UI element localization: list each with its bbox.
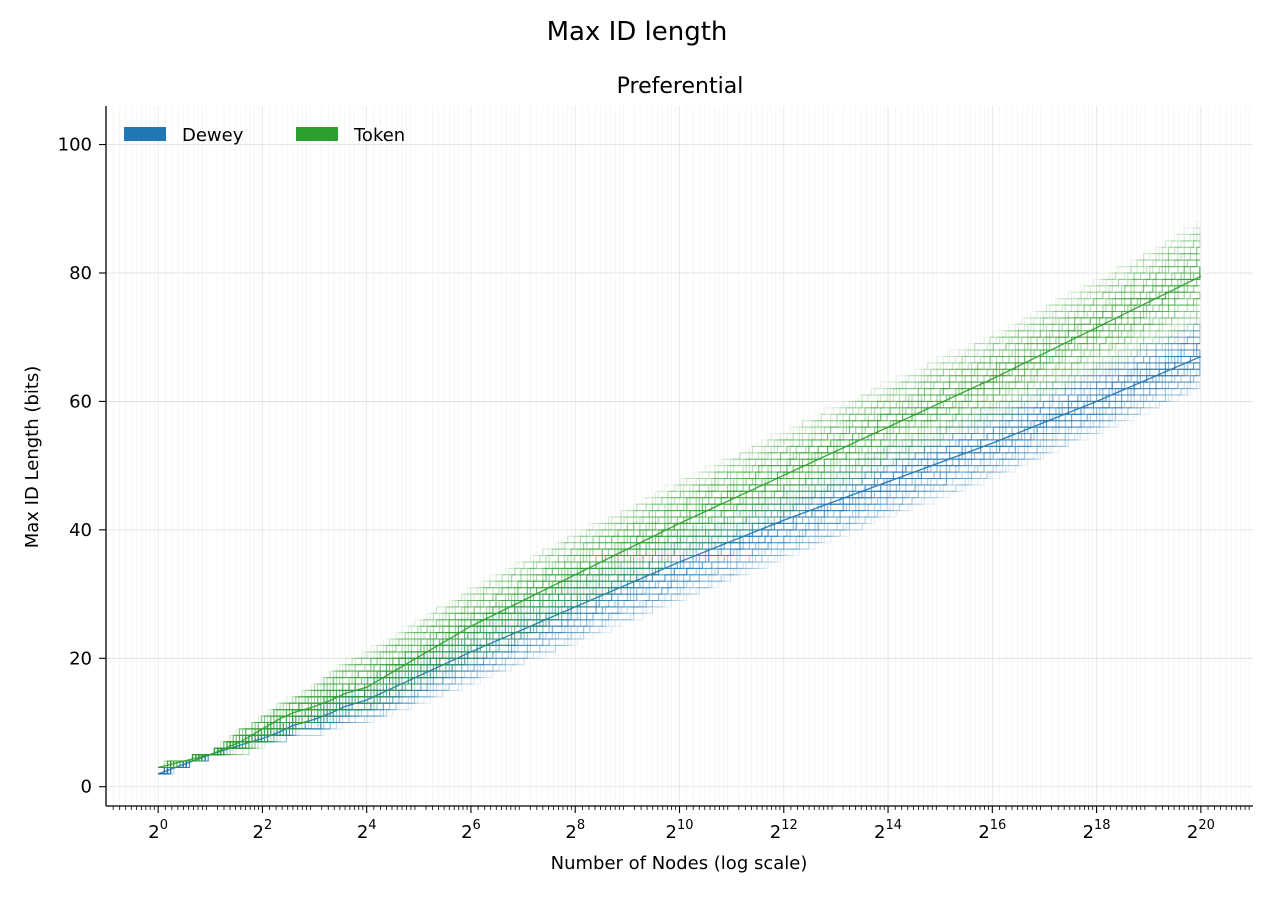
y-tick-label: 40 <box>69 520 92 541</box>
series-run <box>158 369 1201 775</box>
series-run <box>158 259 1200 769</box>
series-run <box>158 253 1200 769</box>
legend-swatch-token <box>296 127 338 141</box>
series-run <box>158 343 1200 775</box>
series-run <box>158 343 1200 775</box>
legend-label-dewey: Dewey <box>182 125 244 146</box>
series-run <box>158 336 1200 775</box>
x-tick-label: 220 <box>1187 818 1215 843</box>
series-run <box>158 323 1200 769</box>
figure-title: Max ID length <box>547 17 728 47</box>
x-tick-label: 24 <box>357 818 377 843</box>
series-run <box>158 368 1200 775</box>
series-run <box>158 266 1201 769</box>
series-run <box>158 369 1201 775</box>
series-run <box>158 330 1200 775</box>
x-tick-label: 26 <box>461 818 481 843</box>
series-run <box>158 227 1200 769</box>
legend-label-token: Token <box>353 125 405 146</box>
series-run <box>158 336 1200 775</box>
series-token <box>157 221 1202 769</box>
y-tick-label: 0 <box>81 777 92 798</box>
x-tick-label: 218 <box>1083 818 1111 843</box>
x-axis-label: Number of Nodes (log scale) <box>551 853 808 874</box>
series-median-dewey <box>157 355 1202 775</box>
series-run <box>158 323 1200 775</box>
chart-title: Preferential <box>617 74 744 99</box>
series-run <box>158 234 1201 769</box>
series-run <box>158 259 1200 769</box>
series-run <box>158 304 1200 769</box>
series-run <box>158 240 1201 769</box>
y-ticks: 0 20 40 60 80 100 <box>58 135 106 798</box>
series-median-token <box>157 275 1202 769</box>
series-run <box>158 253 1200 769</box>
legend: Dewey Token <box>124 125 405 146</box>
series-run <box>158 298 1200 769</box>
series-run <box>158 368 1200 775</box>
series-run <box>158 266 1201 769</box>
series-run <box>158 375 1200 775</box>
series-run <box>158 246 1200 769</box>
series-run <box>158 381 1200 775</box>
grid <box>106 106 1253 806</box>
series-run <box>158 337 1201 775</box>
series-run <box>158 388 1200 775</box>
series-dewey <box>157 317 1202 775</box>
series-run <box>158 221 1200 769</box>
series-run <box>158 259 1200 769</box>
series-run <box>158 304 1200 769</box>
series-run <box>158 317 1200 769</box>
series-run <box>158 343 1200 775</box>
x-tick-label: 20 <box>148 818 168 843</box>
y-tick-label: 100 <box>58 135 92 156</box>
series-run <box>158 362 1201 775</box>
series-run <box>158 310 1200 769</box>
series-run <box>158 317 1200 769</box>
legend-swatch-dewey <box>124 127 166 141</box>
series-run <box>158 324 1201 775</box>
series-run <box>158 310 1200 769</box>
series-run <box>158 292 1201 769</box>
x-tick-label: 28 <box>565 818 585 843</box>
y-tick-label: 80 <box>69 263 92 284</box>
series-run <box>158 227 1200 769</box>
series-run <box>158 228 1201 769</box>
x-tick-label: 216 <box>978 818 1006 843</box>
series-run <box>158 324 1201 775</box>
series-run <box>158 246 1200 769</box>
y-tick-label: 60 <box>69 391 92 412</box>
series-run <box>158 330 1200 775</box>
series-run <box>158 298 1200 769</box>
series-area <box>157 221 1202 775</box>
y-axis-label: Max ID Length (bits) <box>22 366 43 549</box>
series-run <box>158 233 1200 769</box>
series-run <box>158 298 1200 769</box>
series-run <box>158 362 1201 775</box>
series-run <box>158 362 1200 775</box>
x-ticks: 20 22 24 26 28 210 212 214 216 218 220 <box>148 806 1215 843</box>
series-run <box>158 323 1200 769</box>
y-tick-label: 20 <box>69 648 92 669</box>
series-run <box>158 330 1201 775</box>
series-run <box>158 381 1200 775</box>
series-run <box>158 388 1200 775</box>
series-run <box>158 310 1200 769</box>
series-run <box>158 233 1200 769</box>
x-tick-label: 212 <box>770 818 798 843</box>
series-run <box>158 343 1200 775</box>
x-tick-label: 22 <box>253 818 273 843</box>
series-run <box>158 375 1200 775</box>
series-run <box>158 382 1201 775</box>
x-tick-label: 214 <box>874 818 902 843</box>
minor-ticks <box>112 806 1250 810</box>
series-run <box>158 266 1200 769</box>
series-run <box>158 381 1200 775</box>
x-tick-label: 210 <box>666 818 694 843</box>
series-run <box>158 240 1200 769</box>
